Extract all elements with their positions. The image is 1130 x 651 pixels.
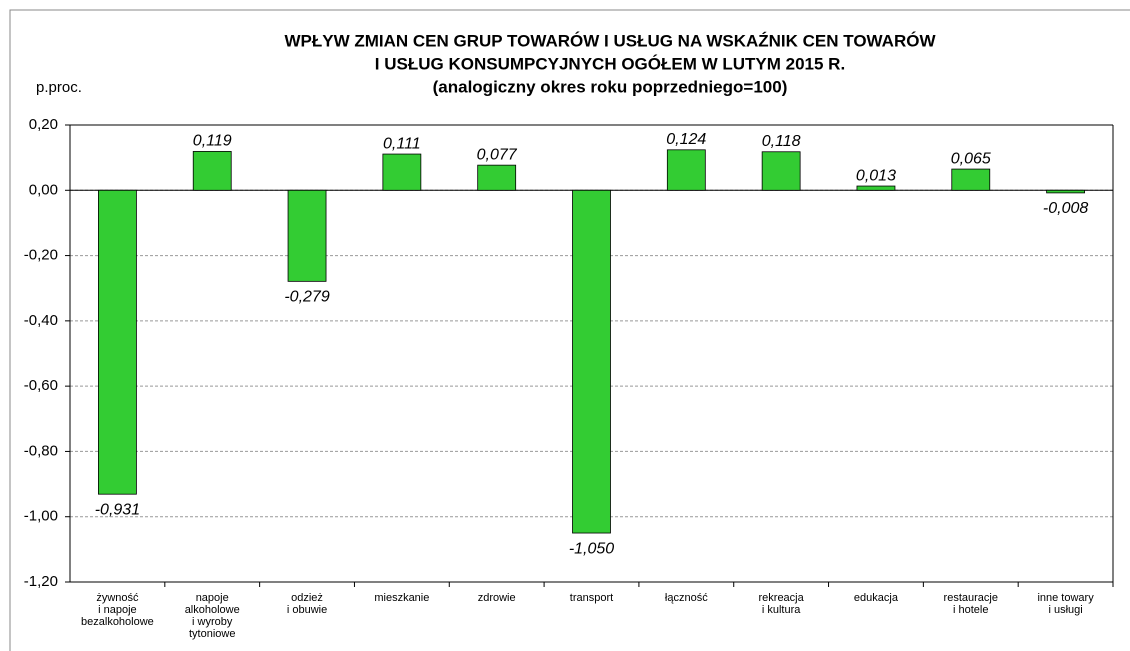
x-tick-label: odzież i obuwie [286, 592, 328, 616]
x-tick-label: edukacja [853, 592, 898, 604]
bar [856, 185, 896, 191]
bar [951, 168, 991, 191]
x-tick-label: łączność [664, 592, 708, 604]
value-label: 0,077 [477, 146, 518, 163]
value-label: -0,008 [1043, 200, 1088, 217]
y-tick-label: -0,20 [24, 247, 58, 264]
bar [192, 151, 232, 191]
x-tick-label: żywność i napoje bezalkoholowe [81, 592, 154, 628]
value-label: -0,279 [284, 289, 329, 306]
bar [287, 189, 327, 282]
value-label: 0,118 [762, 133, 801, 150]
chart-subtitle: I USŁUG KONSUMPCYJNYCH OGÓŁEM W LUTYM 20… [375, 54, 845, 73]
y-axis-label: p.proc. [36, 79, 82, 96]
y-tick-label: -1,00 [24, 508, 58, 525]
y-tick-label: 0,00 [29, 181, 58, 198]
bar [1046, 189, 1085, 194]
bar [382, 153, 422, 191]
frame [9, 9, 1130, 651]
x-tick-label: napoje alkoholowe i wyroby tytoniowe [184, 592, 240, 640]
value-label: 0,119 [193, 133, 232, 150]
value-label: 0,013 [856, 167, 896, 184]
x-tick-label: rekreacja i kultura [758, 592, 804, 616]
y-tick-label: -0,60 [24, 377, 58, 394]
y-tick-label: 0,20 [29, 116, 58, 133]
x-tick-label: mieszkanie [374, 592, 430, 604]
y-tick-label: -0,80 [24, 442, 58, 459]
value-label: 0,065 [951, 150, 991, 167]
value-label: -1,050 [569, 540, 614, 557]
y-tick-label: -1,20 [24, 573, 58, 590]
chart-title: WPŁYW ZMIAN CEN GRUP TOWARÓW I USŁUG NA … [284, 31, 936, 50]
x-tick-label: restauracje i hotele [943, 592, 998, 616]
chart-note: (analogiczny okres roku poprzedniego=100… [433, 77, 788, 96]
bar [572, 189, 611, 534]
value-label: 0,124 [666, 131, 706, 148]
bar [98, 189, 137, 495]
x-tick-label: zdrowie [477, 592, 516, 604]
y-tick-label: -0,40 [24, 312, 58, 329]
bar [477, 164, 517, 191]
bar [666, 149, 706, 191]
value-label: -0,931 [95, 501, 140, 518]
bar [761, 151, 801, 191]
x-tick-label: transport [569, 592, 614, 604]
x-tick-label: inne towary i usługi [1037, 592, 1094, 616]
value-label: 0,111 [383, 135, 421, 152]
